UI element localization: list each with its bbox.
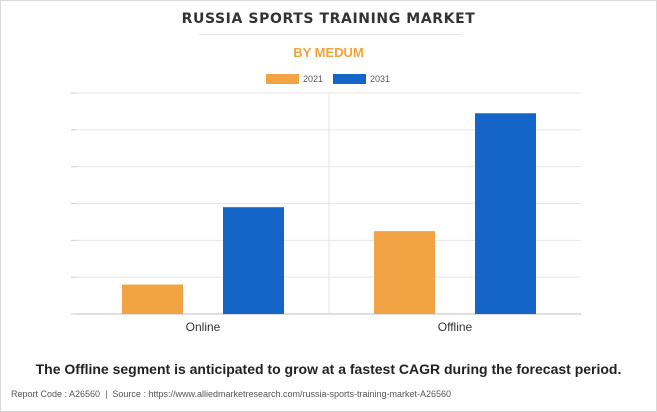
bar-online-2031 (223, 207, 284, 314)
x-tick-label-online: Online (186, 320, 221, 334)
legend-label-2021: 2021 (303, 74, 324, 84)
legend-swatch-2021 (266, 74, 299, 84)
chart-caption: The Offline segment is anticipated to gr… (35, 361, 622, 377)
legend-swatch-2031 (333, 74, 367, 84)
bar-offline-2031 (475, 113, 536, 314)
legend-item-2021[interactable]: 2021 (266, 74, 323, 84)
bar-chart: Online Offline (71, 92, 581, 334)
footer: Report Code : A26560 | Source : https://ww… (11, 389, 451, 399)
source-link[interactable]: Source : https://www.alliedmarketresearc… (112, 389, 452, 399)
legend-label-2031: 2031 (370, 74, 391, 84)
legend-item-2031[interactable]: 2031 (333, 74, 390, 84)
chart-title: RUSSIA SPORTS TRAINING MARKET (181, 11, 476, 27)
bar-offline-2021 (374, 231, 435, 314)
legend: 2021 2031 (266, 74, 400, 84)
title-divider (199, 34, 461, 35)
footer-separator: | (105, 389, 108, 399)
bar-online-2021 (122, 284, 183, 314)
chart-subtitle: BY MEDUM (293, 45, 364, 60)
report-code: Report Code : A26560 (11, 389, 101, 399)
x-tick-label-offline: Offline (438, 320, 473, 334)
